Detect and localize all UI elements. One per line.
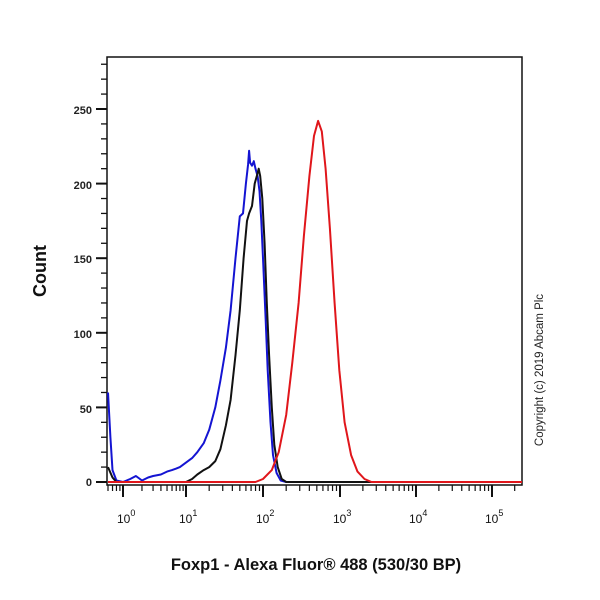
y-tick-label-200: 200 — [74, 180, 92, 192]
x-tick-label-10e1: 101 — [179, 508, 197, 526]
x-tick-label-10e3: 103 — [333, 508, 351, 526]
y-axis-labels: 0 50 100 150 200 250 — [74, 105, 92, 489]
copyright-watermark: Copyright (c) 2019 Abcam Plc — [534, 294, 546, 446]
histogram-series — [107, 119, 522, 483]
y-tick-label-150: 150 — [74, 254, 92, 266]
y-tick-label-0: 0 — [86, 477, 92, 489]
x-axis-labels: 100 101 102 103 104 105 — [117, 508, 503, 526]
y-axis-ticks — [96, 63, 107, 483]
x-axis-ticks — [107, 485, 516, 497]
x-tick-label-10e4: 104 — [409, 508, 427, 526]
x-tick-label-10e5: 105 — [485, 508, 503, 526]
x-tick-label-10e2: 102 — [256, 508, 274, 526]
y-tick-label-50: 50 — [80, 404, 92, 416]
series-red-line — [108, 119, 522, 483]
series-black-line — [107, 167, 522, 483]
series-blue-line — [107, 149, 522, 483]
x-axis-title: Foxp1 - Alexa Fluor® 488 (530/30 BP) — [171, 556, 461, 574]
y-tick-label-100: 100 — [74, 329, 92, 341]
x-tick-label-10e0: 100 — [117, 508, 135, 526]
plot-frame — [106, 56, 523, 486]
y-axis-title: Count — [30, 245, 50, 297]
y-tick-label-250: 250 — [74, 105, 92, 117]
